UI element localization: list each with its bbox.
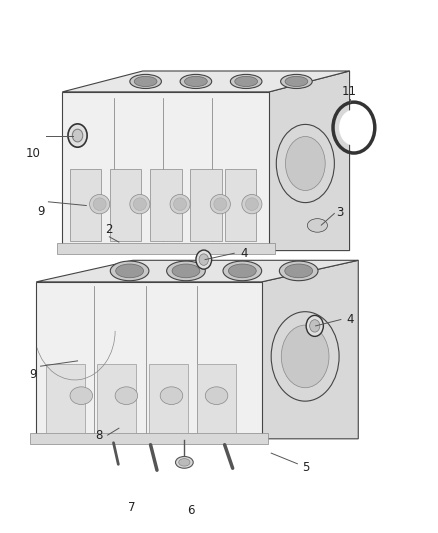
Ellipse shape [223, 261, 261, 281]
Text: 2: 2 [106, 223, 113, 236]
Ellipse shape [196, 250, 212, 269]
Polygon shape [62, 71, 350, 92]
Ellipse shape [205, 387, 228, 405]
Ellipse shape [307, 219, 328, 232]
Ellipse shape [279, 261, 318, 281]
Ellipse shape [235, 76, 258, 86]
Ellipse shape [130, 75, 162, 88]
Ellipse shape [276, 124, 334, 203]
Ellipse shape [184, 76, 207, 86]
FancyBboxPatch shape [110, 169, 141, 241]
Ellipse shape [199, 254, 208, 265]
Ellipse shape [245, 198, 258, 211]
Ellipse shape [286, 136, 325, 190]
Ellipse shape [176, 456, 193, 469]
Ellipse shape [271, 312, 339, 401]
Ellipse shape [115, 387, 138, 405]
Text: 11: 11 [342, 85, 357, 98]
FancyBboxPatch shape [97, 364, 136, 433]
Polygon shape [269, 71, 350, 251]
FancyBboxPatch shape [190, 169, 222, 241]
Ellipse shape [72, 129, 83, 142]
Polygon shape [62, 92, 269, 251]
Text: 3: 3 [336, 206, 344, 219]
Ellipse shape [242, 195, 262, 214]
FancyBboxPatch shape [150, 169, 181, 241]
Text: 4: 4 [240, 247, 247, 260]
FancyBboxPatch shape [197, 364, 236, 433]
Ellipse shape [70, 387, 92, 405]
FancyBboxPatch shape [30, 433, 268, 444]
Ellipse shape [281, 325, 329, 387]
Ellipse shape [170, 195, 190, 214]
FancyBboxPatch shape [225, 169, 256, 241]
Ellipse shape [93, 198, 106, 211]
Ellipse shape [134, 198, 146, 211]
Ellipse shape [339, 110, 369, 146]
Ellipse shape [228, 264, 256, 278]
Ellipse shape [90, 195, 110, 214]
Ellipse shape [110, 261, 149, 281]
Text: 4: 4 [346, 313, 354, 326]
FancyBboxPatch shape [149, 364, 187, 433]
Text: 8: 8 [95, 429, 103, 442]
Ellipse shape [281, 75, 312, 88]
FancyBboxPatch shape [70, 169, 101, 241]
Ellipse shape [166, 261, 205, 281]
Text: 5: 5 [303, 462, 310, 474]
Ellipse shape [285, 76, 308, 86]
Polygon shape [261, 260, 358, 439]
Ellipse shape [68, 124, 87, 147]
Polygon shape [36, 260, 358, 282]
Text: 10: 10 [25, 147, 40, 160]
FancyBboxPatch shape [57, 243, 275, 254]
Text: 9: 9 [29, 368, 36, 381]
FancyBboxPatch shape [46, 364, 85, 433]
Text: 6: 6 [187, 504, 194, 517]
Ellipse shape [172, 264, 200, 278]
Ellipse shape [116, 264, 144, 278]
Ellipse shape [179, 458, 190, 466]
Ellipse shape [306, 316, 323, 336]
Ellipse shape [173, 198, 187, 211]
Ellipse shape [310, 320, 320, 332]
Ellipse shape [180, 75, 212, 88]
Ellipse shape [285, 264, 313, 278]
Ellipse shape [230, 75, 262, 88]
Text: 9: 9 [38, 205, 45, 218]
Polygon shape [36, 282, 261, 439]
Ellipse shape [134, 76, 157, 86]
Text: 7: 7 [128, 501, 136, 514]
Ellipse shape [130, 195, 150, 214]
Ellipse shape [214, 198, 227, 211]
Ellipse shape [160, 387, 183, 405]
Ellipse shape [210, 195, 230, 214]
